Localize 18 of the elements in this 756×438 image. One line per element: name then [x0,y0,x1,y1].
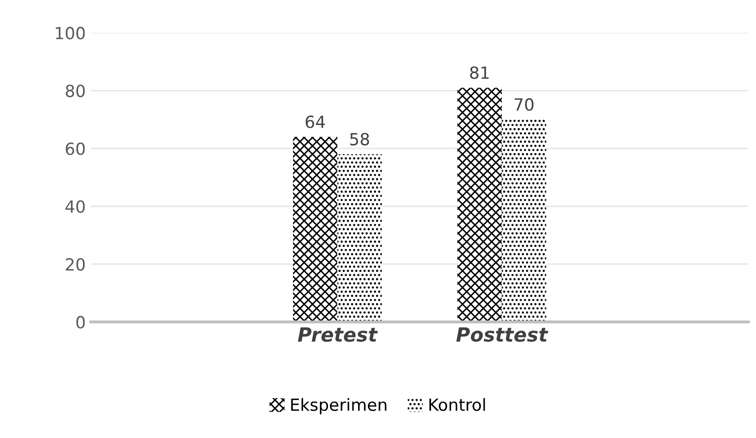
bar [337,154,382,322]
data-label: 70 [514,98,534,111]
data-label: 81 [470,66,489,79]
y-tick-label: 40 [65,200,85,213]
x-tick-label: Pretest [298,327,378,342]
y-tick-label: 20 [66,258,85,271]
legend-label: Eksperimen [291,398,386,414]
y-tick-label: 0 [76,316,85,328]
bar [502,120,546,322]
y-tick-label: 100 [56,26,85,40]
data-label: 58 [350,132,370,146]
y-tick-label: 60 [66,142,85,156]
x-tick-label: Posttest [456,327,548,342]
legend-label: Kontrol [429,398,485,412]
bar [292,136,338,322]
data-label: 64 [306,116,325,128]
y-tick-label: 80 [66,84,85,98]
bar [457,88,502,322]
